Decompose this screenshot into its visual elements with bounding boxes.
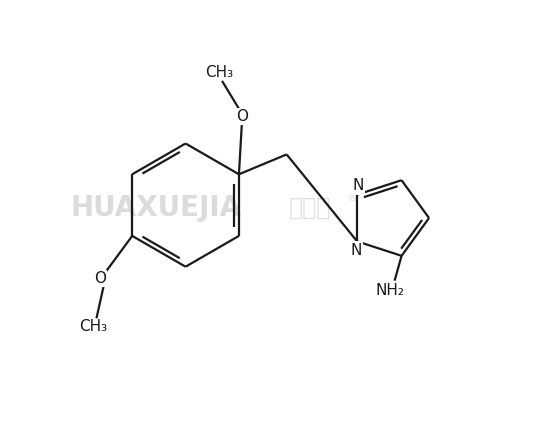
Text: O: O (236, 109, 248, 124)
Text: N: N (352, 178, 364, 193)
Text: HUAXUEJIA: HUAXUEJIA (70, 194, 241, 222)
Text: N: N (351, 243, 362, 258)
Text: O: O (95, 271, 106, 286)
Text: ®: ® (346, 193, 357, 203)
Text: CH₃: CH₃ (80, 319, 107, 334)
Text: NH₂: NH₂ (375, 283, 404, 298)
Text: 化学加: 化学加 (289, 196, 331, 220)
Text: CH₃: CH₃ (205, 66, 233, 81)
